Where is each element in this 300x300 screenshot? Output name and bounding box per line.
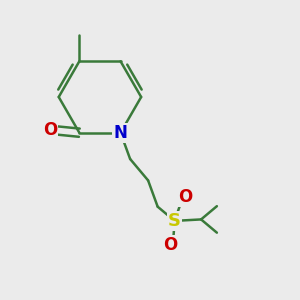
Text: O: O — [43, 121, 57, 139]
Text: O: O — [178, 188, 192, 206]
Text: S: S — [168, 212, 181, 230]
Text: O: O — [163, 236, 177, 254]
Text: N: N — [114, 124, 128, 142]
